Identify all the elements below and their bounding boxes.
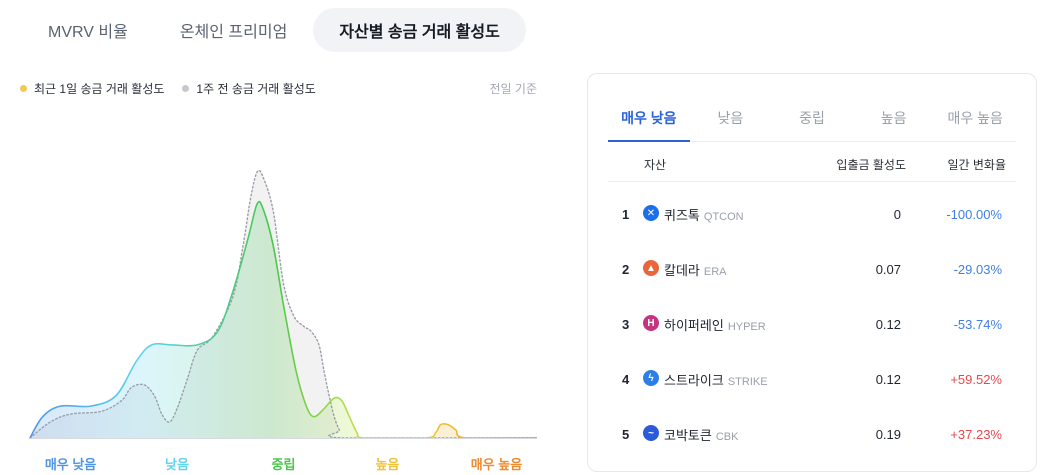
asset-name[interactable]: 코박토큰 CBK — [664, 428, 739, 443]
x-tick-label-high: 높음 — [375, 457, 400, 472]
legend-current-dot — [20, 85, 27, 92]
asset-name[interactable]: 퀴즈톡 QTCON — [664, 208, 744, 223]
tab-mvrv-ratio[interactable]: MVRV 비율 — [48, 24, 128, 41]
daily-change-value: -100.00% — [946, 207, 1002, 222]
table-header: 자산 입출금 활성도 일간 변화율 — [608, 142, 1016, 182]
row-rank: 1 — [622, 207, 630, 222]
row-rank: 2 — [622, 262, 630, 277]
activity-value: 0.07 — [875, 262, 901, 277]
tab-transfer-activity[interactable]: 자산별 송금 거래 활성도 — [313, 8, 526, 52]
asset-symbol: ERA — [703, 266, 727, 278]
legend-previous[interactable]: 1주 전 송금 거래 활성도 — [182, 80, 316, 97]
era-icon: ▲ — [643, 260, 659, 276]
asset-symbol: HYPER — [727, 321, 766, 333]
current-activity-line — [29, 200, 537, 439]
table-row[interactable]: 2 ▲ 칼데라 ERA 0.07 -29.03% — [608, 242, 1016, 297]
hyper-icon: H — [643, 315, 659, 331]
top-tab-bar: MVRV 비율 온체인 프리미엄 자산별 송금 거래 활성도 — [22, 8, 526, 52]
cbk-icon: ~ — [643, 425, 659, 441]
asset-symbol: CBK — [715, 431, 739, 443]
daily-change-value: -53.74% — [953, 317, 1002, 332]
activity-distribution-chart: 매우 낮음 낮음 중립 높음 매우 높음 — [0, 100, 560, 475]
row-rank: 3 — [622, 317, 630, 332]
asset-symbol: STRIKE — [727, 376, 768, 388]
daily-change-value: -29.03% — [953, 262, 1002, 277]
legend-previous-dot — [182, 85, 190, 92]
asset-symbol: QTCON — [703, 211, 744, 223]
x-tick-label-very-low: 매우 낮음 — [44, 457, 97, 472]
legend-current-label: 최근 1일 송금 거래 활성도 — [34, 82, 165, 96]
tab-low[interactable]: 낮음 — [717, 109, 744, 126]
row-rank: 5 — [622, 427, 630, 442]
tab-very-high[interactable]: 매우 높음 — [947, 109, 1003, 126]
chart-svg — [29, 169, 538, 439]
asset-name[interactable]: 스트라이크 STRIKE — [664, 373, 768, 388]
table-row[interactable]: 4 ϟ 스트라이크 STRIKE 0.12 +59.52% — [608, 352, 1016, 407]
tab-neutral[interactable]: 중립 — [799, 109, 825, 126]
tab-high[interactable]: 높음 — [880, 109, 907, 126]
activity-value: 0.12 — [875, 372, 901, 387]
strike-icon: ϟ — [643, 370, 659, 386]
header-asset[interactable]: 자산 — [644, 158, 667, 172]
activity-level-tabs: 매우 낮음 낮음 중립 높음 매우 높음 — [608, 94, 1016, 142]
header-activity[interactable]: 입출금 활성도 — [836, 158, 906, 172]
reference-label: 전일 기준 — [489, 82, 538, 96]
header-change[interactable]: 일간 변화율 — [947, 158, 1006, 172]
previous-week-line — [29, 169, 538, 439]
activity-value: 0 — [893, 207, 901, 222]
table-row[interactable]: 1 ✕ 퀴즈톡 QTCON 0 -100.00% — [608, 187, 1016, 242]
tab-very-low[interactable]: 매우 낮음 — [608, 94, 690, 142]
asset-name[interactable]: 칼데라 ERA — [664, 263, 727, 278]
legend-previous-label: 1주 전 송금 거래 활성도 — [196, 82, 316, 96]
daily-change-value: +59.52% — [950, 372, 1002, 387]
chart-legend: 최근 1일 송금 거래 활성도 1주 전 송금 거래 활성도 — [20, 80, 334, 97]
x-tick-label-low: 낮음 — [165, 457, 189, 472]
x-tick-label-very-high: 매우 높음 — [470, 457, 523, 472]
asset-table-body: 1 ✕ 퀴즈톡 QTCON 0 -100.00% 2 ▲ 칼데라 ERA 0.07 -29.03% 3 H… — [608, 187, 1016, 462]
qtcon-icon: ✕ — [643, 205, 659, 221]
asset-name[interactable]: 하이퍼레인 HYPER — [664, 318, 766, 333]
row-rank: 4 — [622, 372, 630, 387]
table-row[interactable]: 3 H 하이퍼레인 HYPER 0.12 -53.74% — [608, 297, 1016, 352]
current-activity-area — [30, 201, 537, 438]
activity-value: 0.19 — [875, 427, 901, 442]
activity-value: 0.12 — [875, 317, 901, 332]
legend-current[interactable]: 최근 1일 송금 거래 활성도 — [20, 80, 164, 97]
tab-onchain-premium[interactable]: 온체인 프리미엄 — [179, 24, 288, 41]
table-row[interactable]: 5 ~ 코박토큰 CBK 0.19 +37.23% — [608, 407, 1016, 462]
daily-change-value: +37.23% — [950, 427, 1002, 442]
asset-ranking-panel: 매우 낮음 낮음 중립 높음 매우 높음 자산 입출금 활성도 일간 변화율 1… — [587, 73, 1037, 472]
x-tick-label-neutral: 중립 — [271, 457, 296, 472]
